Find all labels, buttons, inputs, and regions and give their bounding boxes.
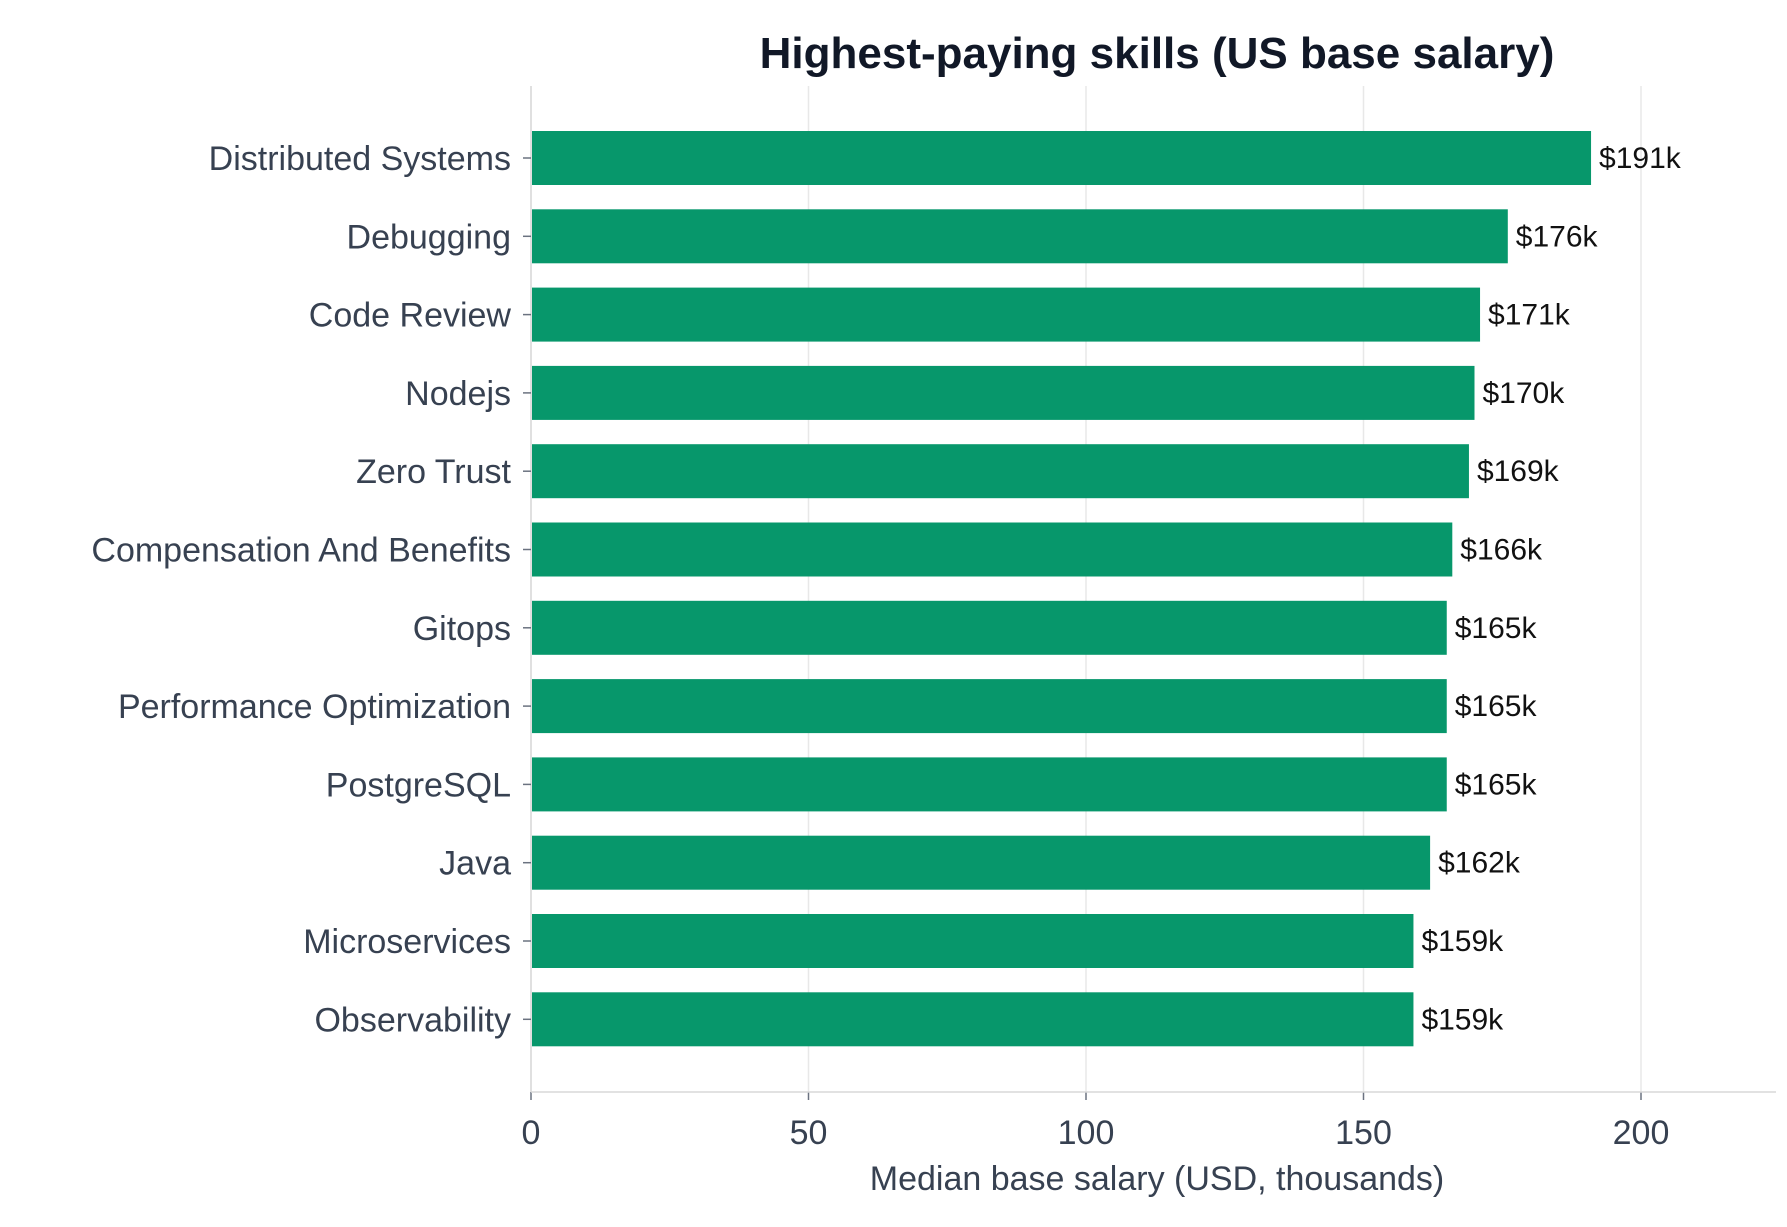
x-tick-label: 100 (1058, 1114, 1115, 1152)
bar (532, 522, 1453, 577)
data-label: $165k (1455, 612, 1538, 645)
y-tick-label: Java (439, 845, 511, 883)
y-tick-label: Microservices (303, 923, 511, 961)
data-label: $169k (1477, 455, 1560, 488)
y-tick-label: Zero Trust (356, 453, 511, 491)
bar (532, 287, 1481, 342)
data-label: $170k (1483, 377, 1566, 410)
axes: 0 50 100 150 200 Distributed Systems Debugging… (91, 86, 1776, 1152)
bar (532, 365, 1475, 420)
bar (532, 679, 1447, 734)
y-tick-label: Code Review (309, 297, 512, 335)
data-label: $171k (1488, 299, 1571, 332)
bar (532, 600, 1447, 655)
data-label: $165k (1455, 768, 1538, 801)
bar (532, 992, 1414, 1047)
bar (532, 835, 1431, 890)
bar (532, 131, 1592, 185)
data-label: $159k (1421, 1003, 1504, 1036)
bar (532, 444, 1469, 499)
x-axis-label: Median base salary (USD, thousands) (870, 1160, 1445, 1198)
data-label: $162k (1438, 847, 1521, 880)
bars: $191k $176k $171k $170k $169k $166k $165k $165k… (532, 131, 1682, 1047)
data-label: $165k (1455, 690, 1538, 723)
x-tick-label: 50 (790, 1114, 828, 1152)
data-label: $166k (1460, 534, 1543, 567)
y-tick-label: PostgreSQL (326, 766, 511, 804)
bar (532, 209, 1508, 264)
y-tick-label: Gitops (413, 610, 511, 648)
bar (532, 914, 1414, 968)
x-tick-label: 150 (1335, 1114, 1392, 1152)
x-tick-label: 200 (1613, 1114, 1670, 1152)
y-tick-label: Distributed Systems (209, 140, 511, 178)
data-label: $191k (1599, 142, 1682, 175)
y-tick-label: Performance Optimization (118, 688, 511, 726)
y-tick-label: Compensation And Benefits (91, 532, 511, 570)
chart-title: Highest-paying skills (US base salary) (760, 29, 1555, 78)
data-label: $159k (1421, 925, 1504, 958)
y-tick-label: Debugging (347, 218, 511, 256)
y-tick-label: Observability (314, 1001, 511, 1039)
y-tick-label: Nodejs (405, 375, 511, 413)
data-label: $176k (1516, 220, 1599, 253)
x-tick-label: 0 (522, 1114, 541, 1152)
bar (532, 757, 1447, 812)
